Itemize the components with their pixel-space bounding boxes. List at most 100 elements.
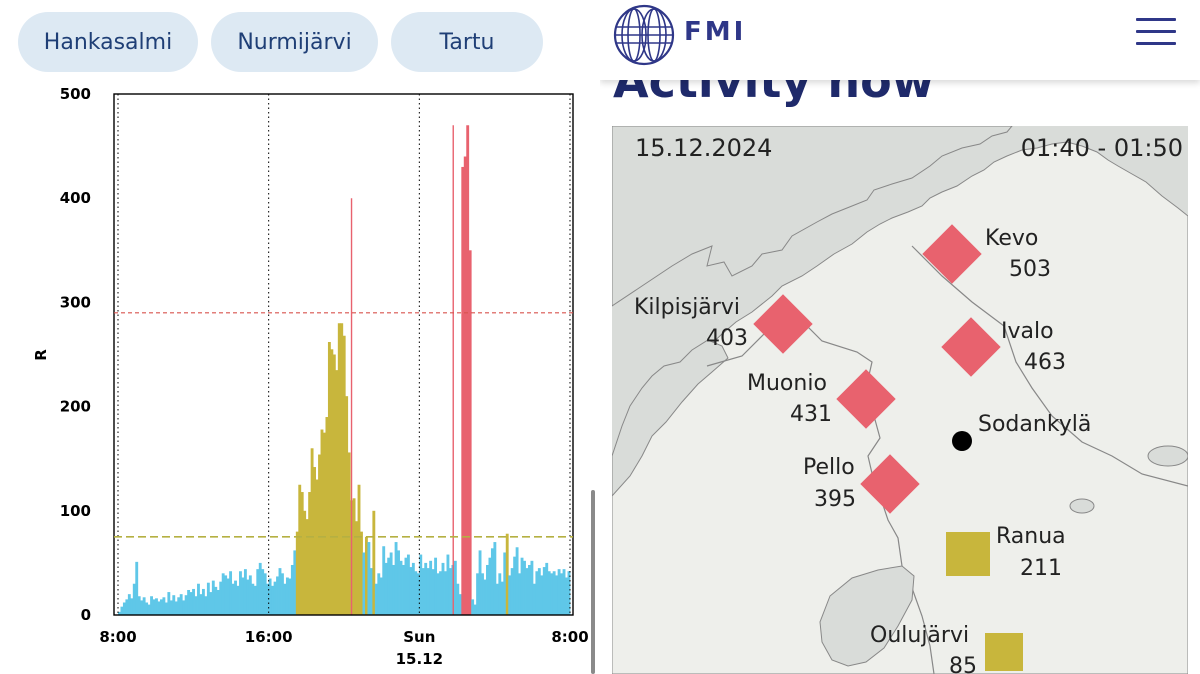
station-sodankyla-label: Sodankylä — [978, 412, 1091, 437]
chart-bar — [567, 571, 571, 615]
station-ivalo-label: Ivalo — [1001, 319, 1054, 344]
chart-bar — [352, 498, 356, 615]
chart-bar — [414, 571, 418, 615]
chart-bar — [444, 571, 447, 615]
chart-bar — [441, 562, 445, 615]
station-ivalo-marker[interactable] — [941, 317, 1001, 377]
fmi-logo-icon[interactable] — [612, 3, 676, 67]
chart-bar — [394, 542, 398, 615]
chart-bar — [557, 569, 561, 615]
chart-bar — [357, 484, 361, 615]
chart-bar — [273, 581, 277, 615]
menu-icon[interactable] — [1136, 16, 1178, 48]
station-kilpisjarvi-value: 403 — [706, 326, 748, 351]
scrollbar[interactable] — [591, 490, 595, 674]
chart-bar — [493, 542, 497, 615]
chart-bar — [177, 597, 181, 615]
chart-bar — [167, 592, 171, 615]
chart-bar — [192, 588, 195, 615]
chart-gridlines — [117, 94, 571, 615]
chart-bar — [147, 604, 151, 615]
chart-bar — [555, 575, 559, 615]
chart-bar — [342, 335, 346, 615]
chart-bar — [295, 531, 299, 615]
chart-bar — [520, 557, 524, 615]
map-coast — [612, 126, 1013, 307]
chart-bar — [532, 583, 536, 615]
chart-bar — [523, 560, 526, 615]
station-kevo-marker[interactable] — [922, 224, 982, 284]
chart-bar — [530, 560, 534, 615]
chart-bar — [453, 560, 457, 615]
chart-bar — [367, 542, 371, 615]
chart-bar — [505, 533, 509, 615]
chart-bar — [364, 536, 368, 615]
chart-bar — [560, 573, 563, 615]
chart-bar — [372, 510, 376, 615]
chart-bar — [221, 573, 225, 615]
station-ranua-value: 211 — [1020, 556, 1062, 581]
chart-bar — [406, 554, 410, 615]
chart-bar — [251, 583, 255, 615]
chart-bar — [184, 595, 188, 615]
y-tick-label: 300 — [60, 293, 91, 311]
chart-bar — [476, 573, 480, 615]
chart-y-ticks: 0 100 200 300 400 500 — [60, 85, 91, 624]
station-muonio-marker[interactable] — [836, 369, 896, 429]
chart-bar — [145, 602, 149, 615]
chart-bar — [340, 323, 344, 615]
tab-hankasalmi[interactable]: Hankasalmi — [18, 12, 198, 72]
chart-bar — [345, 396, 349, 615]
x-tick-sublabel: 15.12 — [396, 650, 443, 668]
chart-bar — [256, 569, 260, 615]
plot-frame — [113, 93, 574, 616]
chart-bar — [468, 250, 472, 616]
x-tick-label: 8:00 — [99, 628, 136, 646]
chart-bar — [162, 597, 166, 615]
chart-bar — [545, 562, 549, 615]
chart-bar — [266, 583, 270, 615]
chart-bar — [226, 578, 230, 615]
station-kilpisjarvi-marker[interactable] — [753, 294, 813, 354]
y-axis-label: R — [32, 349, 50, 361]
chart-bar — [360, 531, 363, 615]
chart-bar — [313, 467, 316, 615]
chart-bars — [118, 125, 571, 616]
station-oulujarvi-value: 85 — [949, 654, 977, 674]
chart-bar — [197, 583, 200, 615]
station-oulujarvi-marker[interactable] — [985, 633, 1023, 671]
chart-bar — [369, 568, 373, 615]
chart-bar — [384, 562, 388, 615]
chart-bar — [206, 582, 210, 615]
station-sodankyla-marker[interactable] — [952, 431, 972, 451]
x-tick-label: Sun — [403, 628, 435, 646]
chart-bar — [303, 510, 307, 615]
station-muonio-label: Muonio — [747, 371, 827, 396]
station-ranua-marker[interactable] — [946, 532, 990, 576]
chart-bar — [231, 583, 235, 615]
chart-bar — [402, 564, 405, 615]
chart-bar — [187, 589, 191, 615]
chart-bar — [495, 583, 499, 615]
chart-bar — [478, 550, 482, 615]
tab-nurmijarvi[interactable]: Nurmijärvi — [211, 12, 378, 72]
chart-bar — [500, 581, 504, 615]
chart-bar — [483, 579, 487, 615]
chart-bar — [466, 125, 470, 615]
chart-bar — [248, 575, 252, 615]
chart-bar — [518, 573, 521, 615]
tab-tartu[interactable]: Tartu — [391, 12, 543, 72]
chart-bar — [209, 592, 213, 615]
station-kevo-value: 503 — [1009, 257, 1051, 282]
chart-bar — [488, 557, 492, 615]
chart-bar — [320, 429, 324, 615]
activity-map: 15.12.2024 01:40 - 01:50 Kevo 503 Kilpis… — [612, 126, 1188, 674]
chart-bar — [330, 349, 334, 615]
chart-bar — [281, 573, 284, 615]
chart-bar — [542, 567, 546, 615]
chart-bar — [431, 569, 435, 615]
station-pello-marker[interactable] — [860, 454, 920, 514]
chart-bar — [261, 569, 265, 615]
chart-bar — [219, 581, 223, 615]
y-tick-label: 200 — [60, 398, 91, 416]
